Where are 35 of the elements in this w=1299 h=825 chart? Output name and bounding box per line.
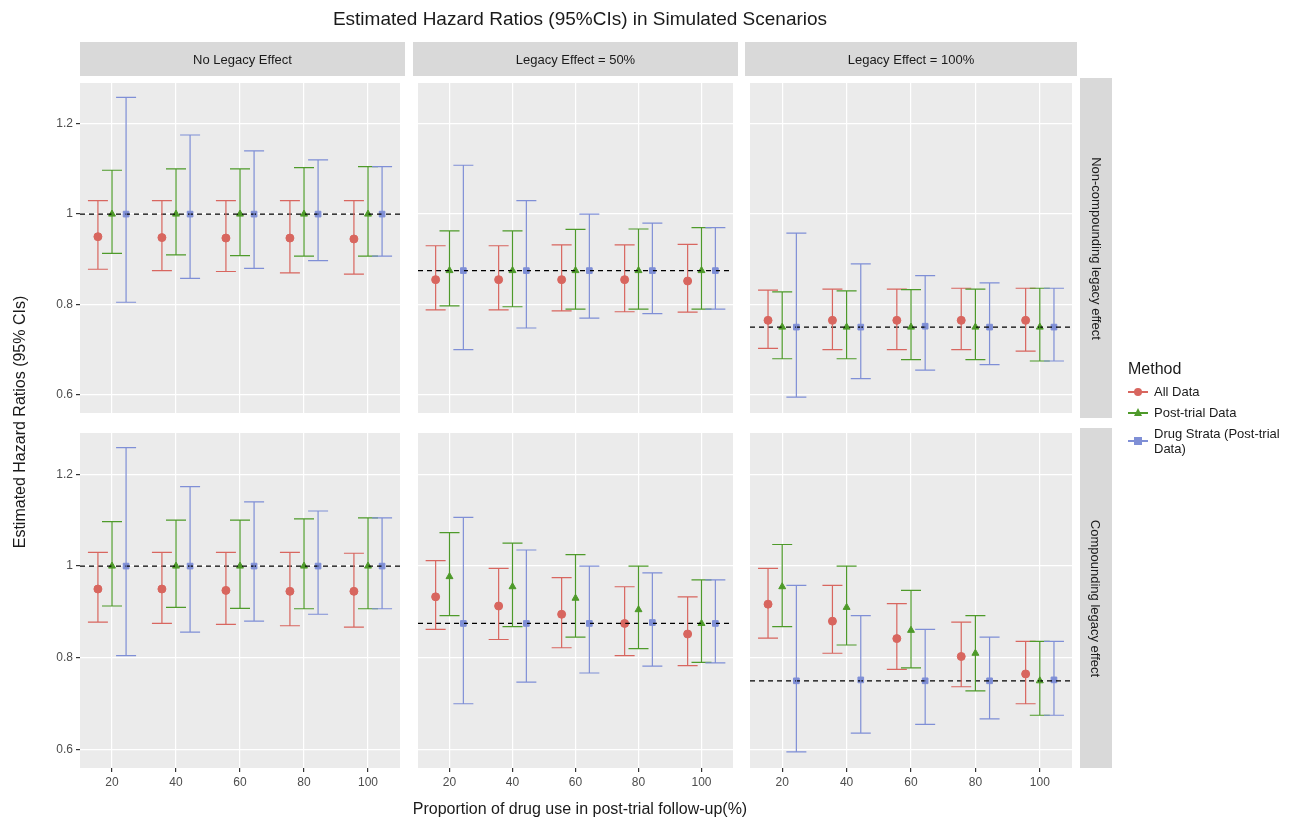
x-tick-label: 40 (505, 774, 520, 789)
legend-label: Drug Strata (Post-trial Data) (1154, 426, 1281, 456)
y2-axis-title: Compounding legacy effect (1088, 519, 1104, 677)
x-tick-label: 20 (442, 774, 457, 789)
y-tick-label: 0.6 (56, 741, 74, 756)
y2-axis-title: Non-compounding legacy effect (1088, 156, 1104, 340)
x-tick-label: 100 (357, 774, 379, 789)
chart-subtitle: Legacy Effect = 100% (745, 42, 1077, 76)
x-tick-label: 40 (839, 774, 854, 789)
legend-title: Method (1128, 360, 1183, 378)
x-tick-label: 80 (968, 774, 983, 789)
x-tick-label: 40 (169, 774, 183, 789)
legend-label: Post-trial Data (1154, 405, 1237, 420)
text: Estimated Hazard Ratios (95%CIs) in Simulated Scenarios (331, 8, 829, 30)
legend-label: All Data (1154, 384, 1200, 399)
x-tick-label: 60 (568, 774, 583, 789)
x-tick-label: 80 (297, 774, 311, 789)
chart-subtitle: Legacy Effect = 50% (413, 42, 738, 76)
x-tick-label: 100 (1029, 774, 1051, 789)
chart-subtitle: No Legacy Effect (80, 42, 405, 76)
x-tick-label: 80 (631, 774, 646, 789)
y-tick-label: 1 (66, 558, 74, 573)
y-axis-title: Estimated Hazard Ratios (95% CIs) (11, 294, 29, 551)
x-tick-label: 20 (775, 774, 790, 789)
x-tick-label: 60 (904, 774, 918, 789)
y-tick-label: 0.8 (56, 296, 74, 311)
y-tick-label: 1.2 (56, 466, 74, 481)
x-tick-label: 60 (233, 774, 247, 789)
y-tick-label: 1.2 (56, 116, 74, 130)
x-tick-label: 20 (105, 774, 119, 789)
y-tick-label: 0.6 (56, 387, 74, 402)
x-axis-title: Proportion of drug use in post-trial follow-up(%) (411, 800, 749, 818)
y-tick-label: 0.8 (56, 650, 74, 665)
y-tick-label: 1 (66, 206, 74, 221)
x-tick-label: 100 (691, 774, 712, 789)
